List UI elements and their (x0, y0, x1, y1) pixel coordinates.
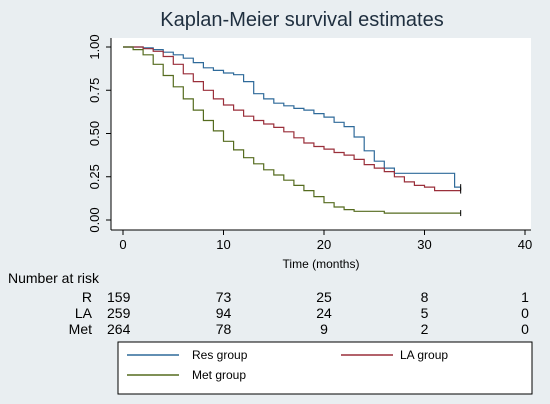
x-tick-label: 20 (317, 237, 331, 252)
risk-table-header: Number at risk (8, 270, 100, 286)
risk-cell: 94 (216, 305, 232, 321)
risk-cell: 25 (316, 289, 332, 305)
risk-cell: 0 (521, 305, 529, 321)
risk-cell: 2 (421, 321, 429, 337)
risk-cell: 8 (421, 289, 429, 305)
legend: Res group LA group Met group (117, 341, 533, 395)
x-axis: 0 10 20 30 40 (111, 229, 532, 252)
series-group (123, 46, 462, 217)
x-tick-label: 0 (119, 237, 126, 252)
risk-cell: 264 (107, 321, 131, 337)
y-tick-label: 0.75 (87, 78, 102, 103)
chart-title: Kaplan-Meier survival estimates (160, 9, 443, 31)
x-tick-label: 40 (518, 237, 532, 252)
risk-row-label-la: LA (75, 305, 93, 321)
plot-area (111, 38, 531, 230)
y-tick-label: 1.00 (87, 34, 102, 59)
risk-cell: 159 (107, 289, 131, 305)
legend-label-res-group: Res group (192, 348, 248, 362)
x-tick-label: 10 (216, 237, 230, 252)
risk-cell: 1 (521, 289, 529, 305)
y-tick-label: 0.00 (87, 207, 102, 232)
risk-row-label-r: R (82, 289, 92, 305)
number-at-risk-table: Number at risk R 159 73 25 8 1 LA 259 94 24 5 0 Met 2… (8, 270, 529, 337)
legend-box (117, 341, 533, 395)
y-tick-label: 0.25 (87, 164, 102, 189)
risk-cell: 5 (421, 305, 429, 321)
series-line-met-group (123, 46, 461, 214)
series-line-la-group (123, 46, 461, 192)
legend-label-met-group: Met group (192, 368, 246, 382)
y-axis: 0.00 0.25 0.50 0.75 1.00 (87, 34, 112, 233)
legend-label-la-group: LA group (400, 348, 448, 362)
risk-cell: 73 (216, 289, 232, 305)
risk-cell: 259 (107, 305, 131, 321)
risk-cell: 0 (521, 321, 529, 337)
x-tick-label: 30 (417, 237, 431, 252)
risk-cell: 24 (316, 305, 332, 321)
risk-row-label-met: Met (69, 321, 92, 337)
risk-cell: 78 (216, 321, 232, 337)
risk-cell: 9 (320, 321, 328, 337)
series-line-res-group (123, 46, 461, 188)
x-axis-label: Time (months) (283, 257, 360, 271)
y-tick-label: 0.50 (87, 121, 102, 146)
